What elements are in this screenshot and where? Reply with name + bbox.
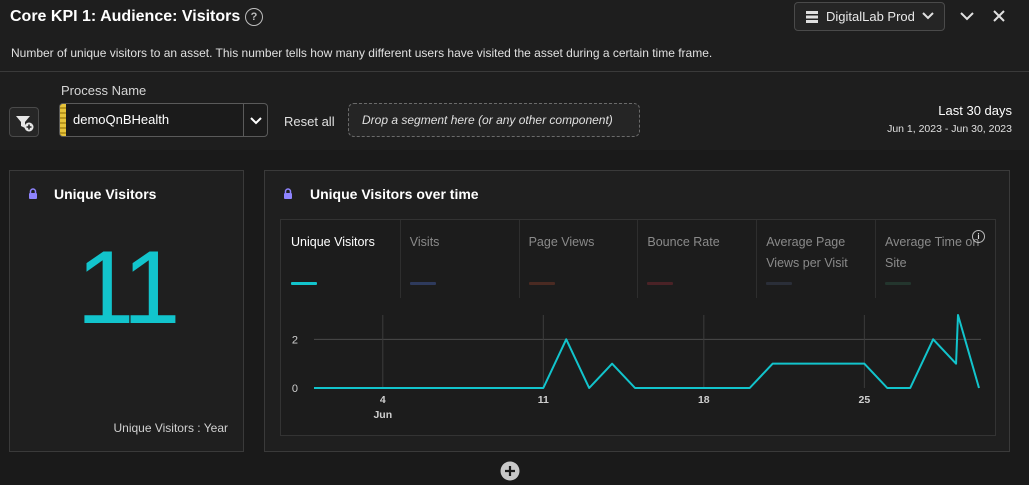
process-name-dropdown[interactable]: demoQnBHealth: [59, 103, 268, 137]
tab-label: Page Views: [528, 235, 595, 249]
help-icon[interactable]: ?: [245, 8, 263, 26]
summary-card: [9, 170, 244, 452]
y-tick-label: 0: [292, 383, 298, 395]
database-icon: [806, 11, 818, 23]
x-tick-label: 25: [859, 394, 871, 406]
drop-zone-text: Drop a segment here (or any other compon…: [362, 113, 613, 127]
filter-add-icon: [16, 116, 34, 132]
chevron-down-icon: [250, 117, 262, 125]
process-name-value: demoQnBHealth: [73, 112, 170, 127]
filter-button[interactable]: [9, 107, 39, 137]
process-name-label: Process Name: [61, 83, 147, 98]
tab-color-indicator: [766, 282, 793, 285]
reset-all-button[interactable]: Reset all: [284, 114, 335, 129]
tab-color-indicator: [647, 282, 674, 285]
tab-divider: [875, 220, 876, 298]
tab-metric-2[interactable]: Page Views: [519, 220, 637, 298]
tab-metric-4[interactable]: Average Page Views per Visit: [756, 220, 874, 298]
lock-icon: [284, 188, 292, 199]
tab-color-indicator: [409, 282, 436, 285]
info-icon[interactable]: i: [972, 230, 985, 243]
add-panel-icon[interactable]: [500, 461, 520, 481]
dropdown-divider: [243, 104, 244, 136]
tab-label: Bounce Rate: [647, 235, 720, 249]
report-suite-label: DigitalLab Prod: [826, 9, 915, 24]
summary-card-title: Unique Visitors: [54, 186, 157, 202]
tab-label: Unique Visitors: [291, 235, 375, 249]
dimension-color-stripe: [60, 104, 66, 136]
tab-divider: [399, 220, 401, 298]
x-tick-label: 4: [380, 394, 386, 406]
tab-metric-1[interactable]: Visits: [400, 220, 518, 298]
tab-label: Visits: [409, 235, 440, 249]
line-chart: 0 2 4 Jun 11 18 25: [292, 314, 981, 421]
tab-color-indicator: [528, 282, 555, 285]
series-line: [314, 314, 980, 389]
lock-icon: [29, 188, 37, 199]
x-tick-sublabel: Jun: [373, 409, 392, 421]
x-tick-label: 11: [538, 394, 549, 406]
date-range-title[interactable]: Last 30 days: [938, 103, 1012, 118]
collapse-chevron-icon[interactable]: [960, 11, 974, 21]
tab-divider: [756, 220, 758, 298]
tab-color-indicator: [885, 282, 911, 285]
date-range-value: Jun 1, 2023 - Jun 30, 2023: [887, 123, 1012, 135]
tab-metric-0[interactable]: Unique Visitors: [281, 220, 399, 298]
tab-divider: [518, 220, 520, 298]
tab-label: Average Time on Site: [885, 235, 980, 270]
tab-color-indicator: [291, 282, 317, 285]
close-icon[interactable]: [992, 9, 1006, 23]
x-tick-label: 18: [698, 394, 710, 406]
chevron-down-icon: [922, 12, 934, 20]
report-suite-selector[interactable]: [794, 2, 945, 31]
trend-card-title: Unique Visitors over time: [310, 186, 479, 202]
page-title: Core KPI 1: Audience: Visitors: [10, 8, 241, 25]
tab-label: Average Page Views per Visit: [766, 235, 848, 270]
tab-metric-5[interactable]: Average Time on Site: [875, 220, 993, 298]
divider: [0, 71, 1029, 72]
segment-drop-zone[interactable]: [348, 103, 640, 137]
tab-divider: [637, 220, 639, 298]
summary-footer: Unique Visitors : Year: [113, 421, 228, 435]
y-tick-label: 2: [292, 334, 298, 346]
description: Number of unique visitors to an asset. T…: [11, 46, 713, 60]
tab-metric-3[interactable]: Bounce Rate: [637, 220, 755, 298]
summary-value: 11: [76, 230, 181, 346]
